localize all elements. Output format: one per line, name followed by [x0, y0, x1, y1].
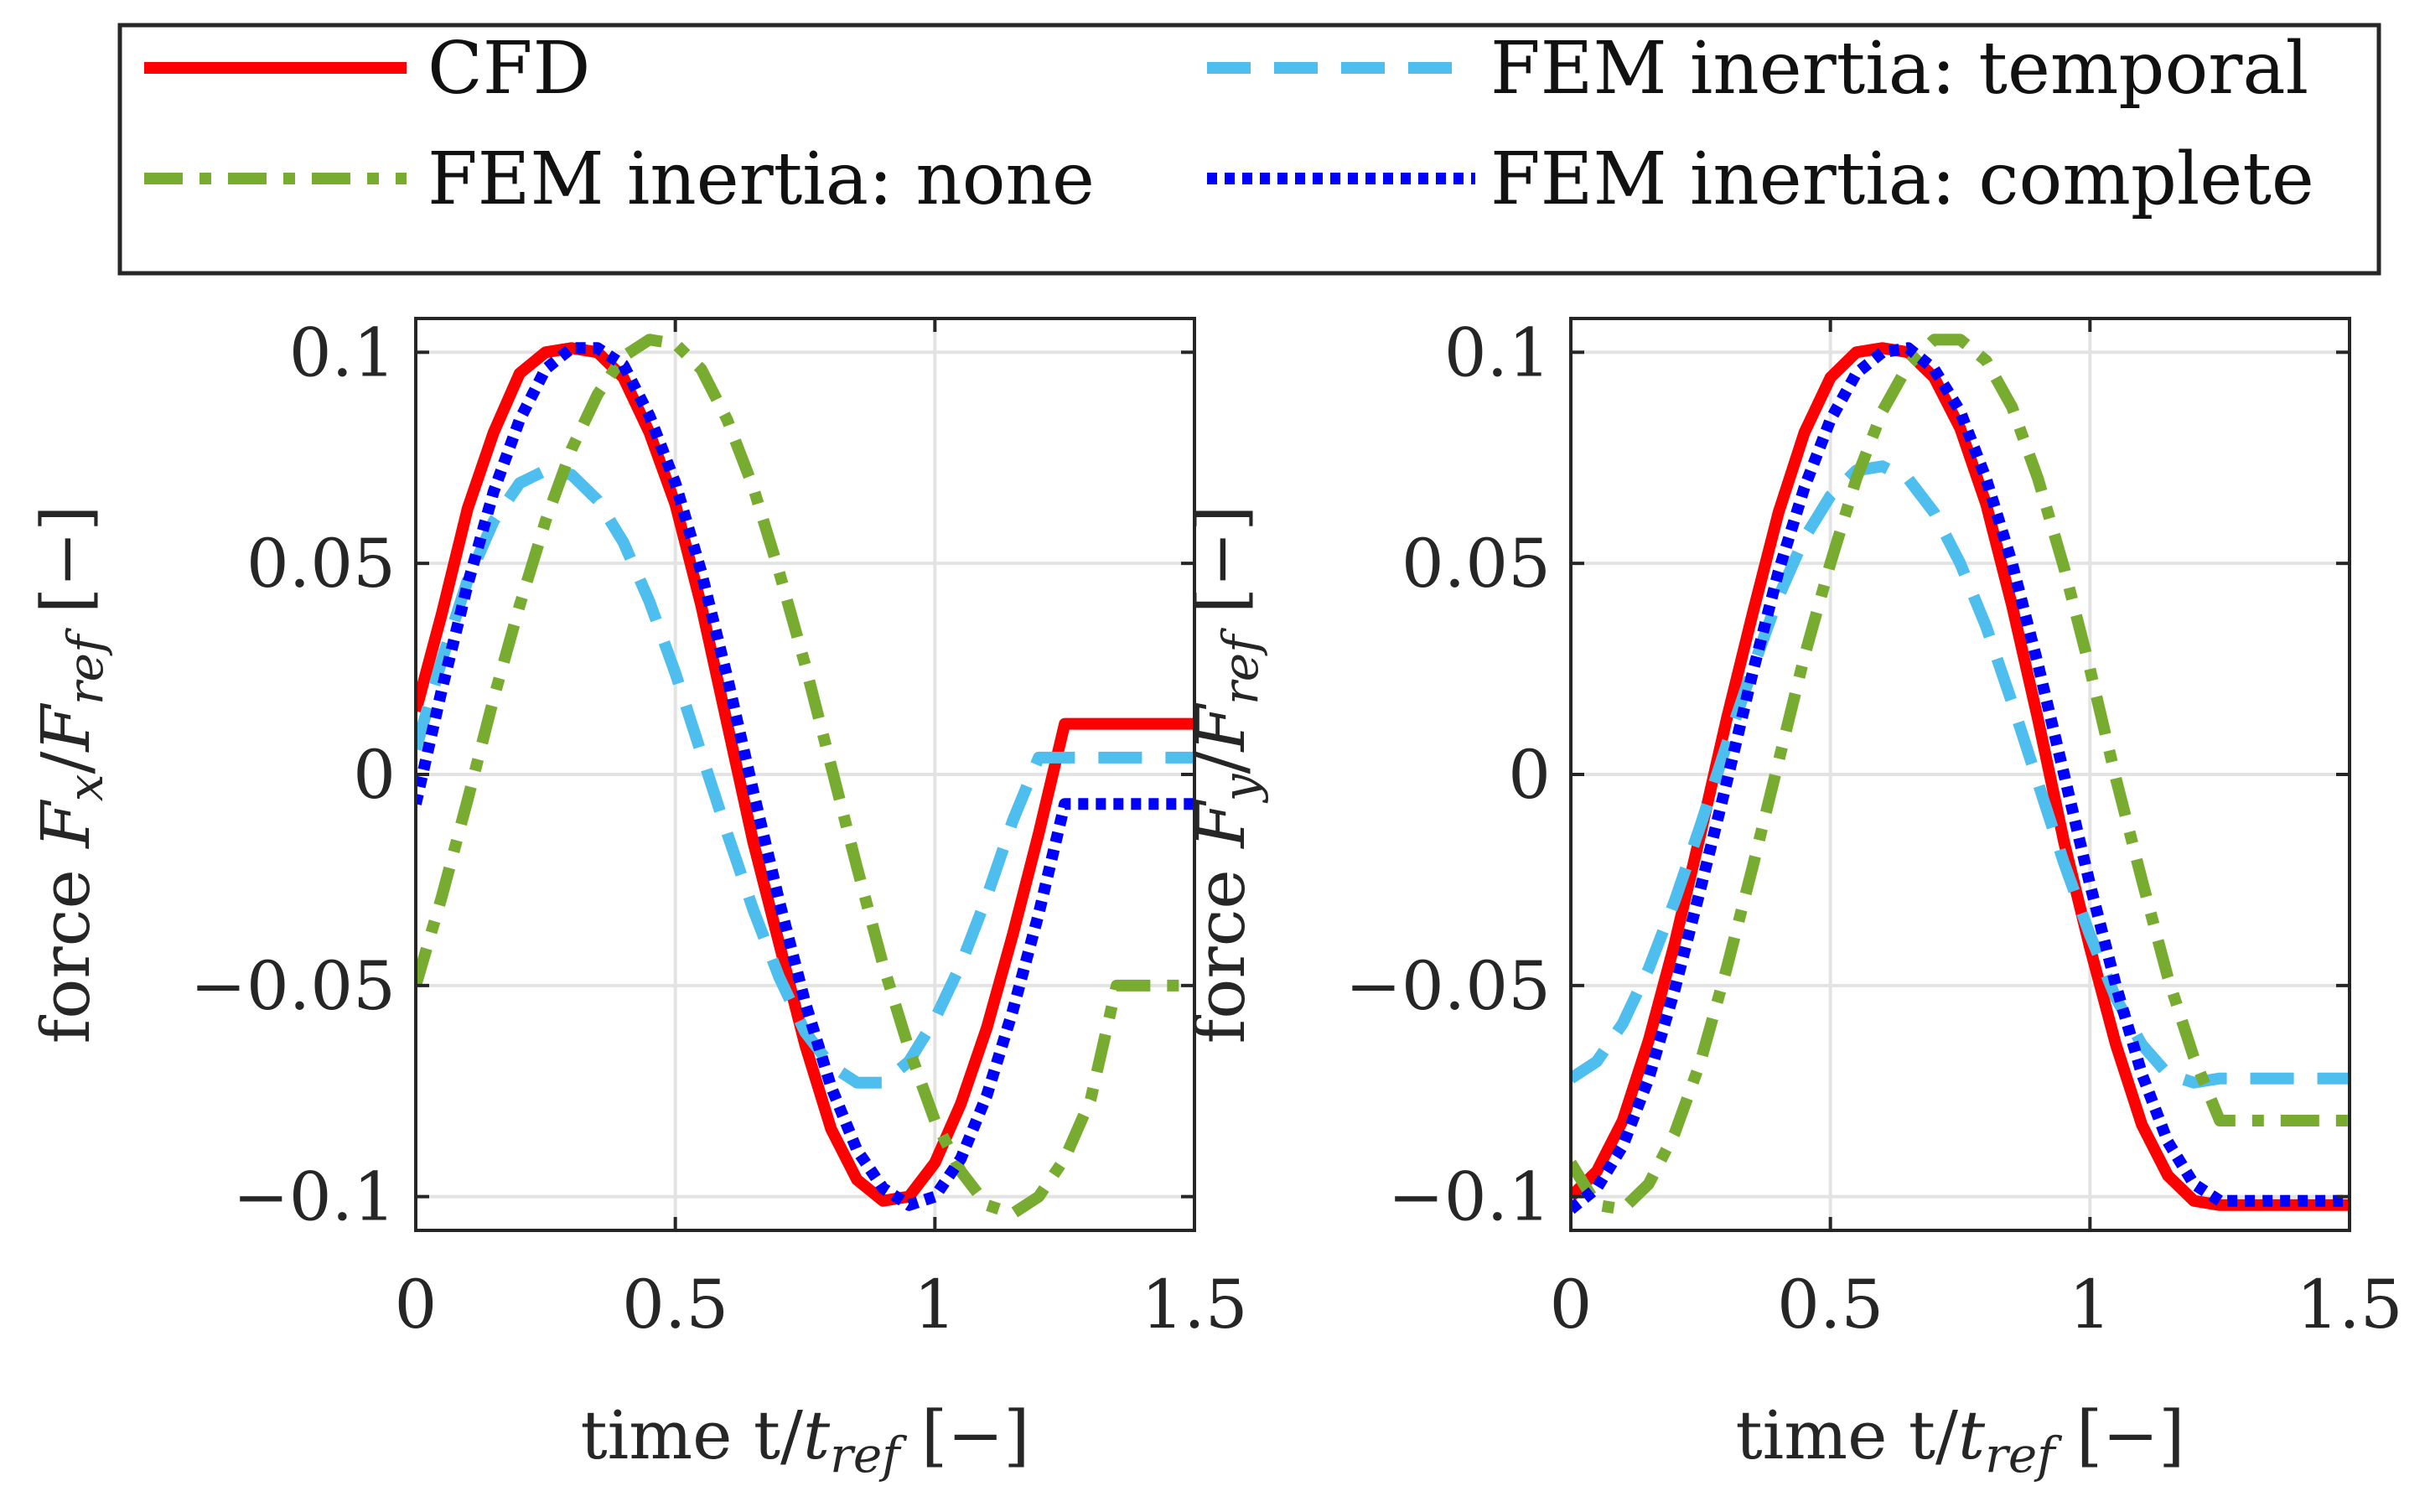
x-axis-label: time t/tref [−]	[580, 1396, 1029, 1484]
y-tick-label: 0.1	[1444, 313, 1551, 391]
y-axis-label: force Fx/Fref [−]	[27, 505, 114, 1044]
series-line-fem-inertia-none	[416, 334, 1194, 1219]
y-tick-label: 0	[1508, 736, 1551, 814]
y-tick-label: −0.1	[233, 1158, 396, 1236]
series-line-cfd	[416, 342, 1194, 1207]
x-axis-label: time t/tref [−]	[1735, 1396, 2184, 1484]
x-tick-label: 1	[914, 1266, 956, 1344]
series-line-fem-inertia-temporal	[416, 464, 1194, 1089]
y-axis-label: force Fy/Fref [−]	[1182, 505, 1269, 1044]
chart-panel-fx: 0 0.5 1 1.5 −0.1 −0.05 0 0.05 0.1 time t/tref [−]…	[27, 313, 1248, 1484]
x-tick-label: 1.5	[1141, 1266, 1247, 1344]
y-tick-label: 0	[353, 736, 396, 814]
y-tick-label: −0.05	[1345, 947, 1551, 1025]
x-tick-label: 0.5	[622, 1266, 728, 1344]
x-tick-label: 0.5	[1777, 1266, 1883, 1344]
chart-panel-fy: 0 0.5 1 1.5 −0.1 −0.05 0 0.05 0.1 time t/tref [−]…	[1182, 313, 2403, 1484]
series-group	[416, 334, 1194, 1219]
x-tick-label: 1	[2069, 1266, 2111, 1344]
y-tick-label: −0.05	[190, 947, 396, 1025]
y-tick-label: −0.1	[1388, 1158, 1551, 1236]
legend-label-fem-inertia-complete: FEM inertia: complete	[1490, 137, 2314, 221]
series-group	[1571, 334, 2350, 1215]
series-line-fem-inertia-none	[1571, 334, 2350, 1215]
y-tick-label: 0.05	[246, 525, 396, 603]
x-tick-label: 1.5	[2296, 1266, 2402, 1344]
legend-label-fem-inertia-none: FEM inertia: none	[427, 137, 1095, 221]
legend-label-cfd: CFD	[427, 27, 590, 111]
series-line-fem-inertia-temporal	[1571, 460, 2350, 1089]
legend: CFD FEM inertia: temporal FEM inertia: non…	[117, 23, 2381, 276]
legend-label-fem-inertia-temporal: FEM inertia: temporal	[1490, 27, 2308, 111]
y-tick-label: 0.05	[1402, 525, 1551, 603]
series-line-fem-inertia-complete	[416, 342, 1194, 1211]
x-tick-label: 0	[1550, 1266, 1593, 1344]
y-tick-label: 0.1	[289, 313, 396, 391]
x-tick-label: 0	[395, 1266, 438, 1344]
series-line-fem-inertia-complete	[1571, 342, 2350, 1214]
